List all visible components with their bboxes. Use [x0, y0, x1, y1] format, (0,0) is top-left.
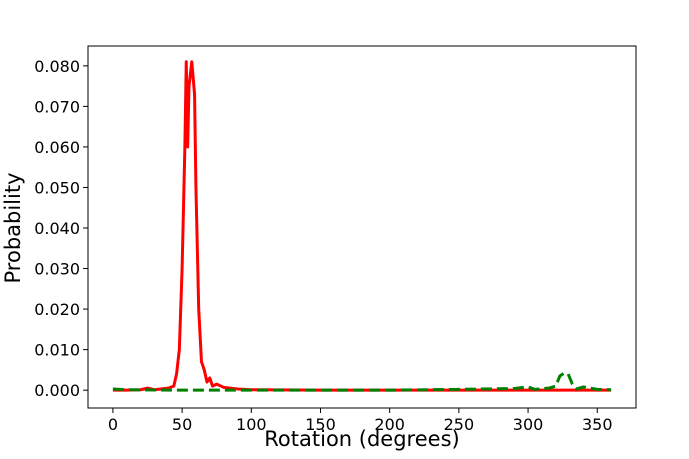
- y-tick-label: 0.080: [34, 57, 80, 76]
- x-tick-label: 250: [444, 415, 475, 434]
- x-tick-label: 100: [236, 415, 267, 434]
- x-tick-label: 350: [582, 415, 613, 434]
- y-tick-label: 0.010: [34, 341, 80, 360]
- y-tick-label: 0.020: [34, 300, 80, 319]
- x-tick-label: 300: [513, 415, 544, 434]
- y-tick-label: 0.070: [34, 97, 80, 116]
- y-tick-label: 0.000: [34, 381, 80, 400]
- plot-frame: [87, 45, 637, 409]
- y-tick-label: 0.050: [34, 178, 80, 197]
- series-line: [112, 371, 612, 392]
- x-tick-label: 200: [374, 415, 405, 434]
- y-tick-label: 0.030: [34, 260, 80, 279]
- x-tick-label: 150: [305, 415, 336, 434]
- y-tick-label: 0.040: [34, 219, 80, 238]
- y-tick-label: 0.060: [34, 138, 80, 157]
- x-tick-label: 0: [108, 415, 118, 434]
- y-axis-label: Probability: [1, 172, 25, 283]
- x-axis-label: Rotation (degrees): [264, 427, 459, 451]
- x-tick-label: 50: [172, 415, 192, 434]
- series-line: [112, 60, 612, 392]
